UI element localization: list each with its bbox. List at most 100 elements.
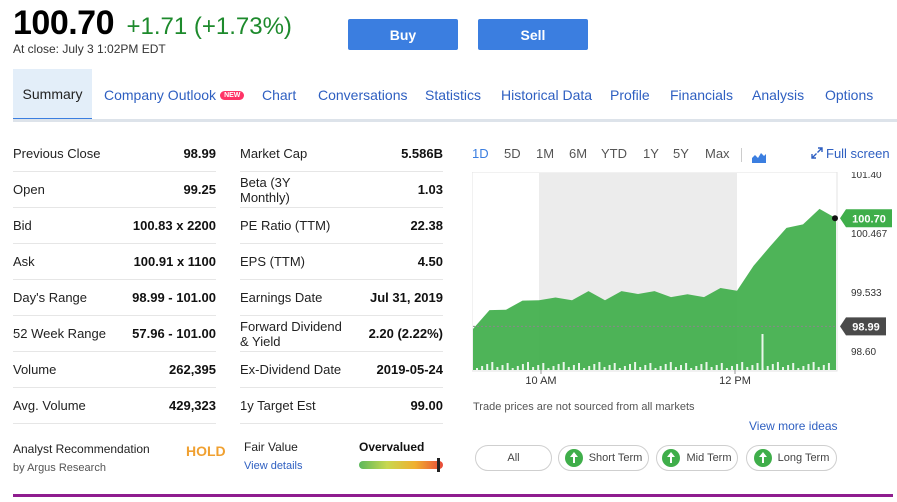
volume-bar bbox=[496, 367, 499, 370]
range-5y[interactable]: 5Y bbox=[673, 146, 689, 161]
stat-row: Market Cap 5.586B bbox=[240, 136, 443, 172]
volume-bar bbox=[608, 365, 611, 370]
sell-button[interactable]: Sell bbox=[478, 19, 588, 50]
price-area-series bbox=[473, 208, 836, 370]
tab-chart[interactable]: Chart bbox=[262, 87, 297, 103]
volume-bar bbox=[567, 367, 570, 370]
tab-conversations[interactable]: Conversations bbox=[318, 87, 408, 103]
x-tick-label: 12 PM bbox=[719, 375, 751, 387]
tab-analysis[interactable]: Analysis bbox=[752, 87, 805, 103]
stat-row: Previous Close 98.99 bbox=[13, 136, 216, 172]
stat-label: EPS (TTM) bbox=[240, 254, 305, 269]
volume-bar bbox=[746, 367, 749, 370]
chart-type-icon[interactable] bbox=[752, 150, 766, 168]
range-1m[interactable]: 1M bbox=[536, 146, 555, 161]
stat-label: Previous Close bbox=[13, 146, 101, 161]
stat-value: 4.50 bbox=[417, 254, 443, 269]
volume-bar bbox=[578, 363, 580, 370]
volume-bar bbox=[542, 363, 545, 370]
view-more-ideas-link[interactable]: View more ideas bbox=[749, 419, 838, 433]
tab-financials[interactable]: Financials bbox=[670, 87, 734, 103]
volume-bar bbox=[674, 367, 677, 370]
current-price: 100.70 bbox=[13, 4, 115, 42]
stat-row: Forward Dividend & Yield 2.20 (2.22%) bbox=[240, 316, 443, 352]
y-tick-label: 98.60 bbox=[851, 347, 876, 358]
stat-row: Open 99.25 bbox=[13, 172, 216, 208]
current-price-label: 100.70 bbox=[852, 213, 886, 225]
range-5d[interactable]: 5D bbox=[504, 146, 521, 161]
volume-bar bbox=[664, 364, 667, 370]
stat-value: 100.91 x 1100 bbox=[133, 254, 216, 269]
volume-bar bbox=[761, 334, 764, 370]
chart-disclaimer: Trade prices are not sourced from all ma… bbox=[473, 401, 695, 413]
range-1y[interactable]: 1Y bbox=[643, 146, 659, 161]
summary-table-left: Previous Close 98.99 Open 99.25 Bid 100.83 … bbox=[13, 136, 216, 424]
filter-long-term-button[interactable]: Long Term bbox=[746, 445, 837, 471]
analyst-recommendation: Analyst Recommendation by Argus Research bbox=[13, 442, 150, 474]
tab-profile[interactable]: Profile bbox=[610, 87, 650, 103]
filter-label: Short Term bbox=[588, 452, 643, 464]
volume-bar bbox=[603, 367, 606, 370]
volume-bar bbox=[710, 367, 713, 370]
volume-bar bbox=[486, 364, 489, 370]
y-tick-label: 101.40 bbox=[851, 172, 882, 181]
volume-bar bbox=[731, 366, 733, 370]
previous-close-flag bbox=[840, 317, 886, 336]
range-ytd[interactable]: YTD bbox=[601, 146, 627, 161]
volume-bar bbox=[690, 368, 693, 370]
volume-bar bbox=[725, 368, 728, 370]
rating-badge: HOLD bbox=[186, 443, 226, 459]
volume-bar bbox=[812, 362, 815, 370]
tab-historical-data[interactable]: Historical Data bbox=[501, 87, 593, 103]
volume-bar bbox=[802, 366, 805, 370]
arrow-up-icon bbox=[753, 449, 772, 467]
range-max[interactable]: Max bbox=[705, 146, 730, 161]
filter-short-term-button[interactable]: Short Term bbox=[558, 445, 649, 471]
y-tick-label: 100.467 bbox=[851, 229, 888, 240]
volume-bar bbox=[516, 366, 519, 370]
quote-header: 100.70 +1.71 (+1.73%) bbox=[13, 4, 292, 43]
volume-bar bbox=[491, 362, 494, 370]
volume-bar bbox=[644, 365, 647, 370]
range-6m[interactable]: 6M bbox=[569, 146, 588, 161]
volume-bar bbox=[771, 364, 774, 370]
stat-value: 2019-05-24 bbox=[376, 362, 444, 377]
stat-label: Market Cap bbox=[240, 146, 308, 161]
volume-bar bbox=[537, 365, 540, 370]
fullscreen-label: Full screen bbox=[826, 146, 890, 161]
volume-bar bbox=[797, 368, 800, 370]
volume-bar bbox=[552, 366, 555, 370]
stat-value: 99.00 bbox=[410, 398, 443, 413]
filter-mid-term-button[interactable]: Mid Term bbox=[656, 445, 738, 471]
stat-row: PE Ratio (TTM) 22.38 bbox=[240, 208, 443, 244]
tab-options[interactable]: Options bbox=[825, 87, 874, 103]
buy-button[interactable]: Buy bbox=[348, 19, 458, 50]
stat-label: Day's Range bbox=[13, 290, 88, 305]
y-tick-label: 99.533 bbox=[851, 288, 882, 299]
stat-label: Avg. Volume bbox=[13, 398, 86, 413]
volume-bar bbox=[598, 362, 601, 370]
tab-summary[interactable]: Summary bbox=[13, 69, 92, 121]
volume-bar bbox=[588, 366, 591, 370]
filter-label: Long Term bbox=[777, 452, 830, 464]
volume-bar bbox=[618, 368, 621, 370]
volume-bar bbox=[557, 364, 560, 370]
range-1d[interactable]: 1D bbox=[472, 146, 489, 161]
stat-row: Beta (3Y Monthly) 1.03 bbox=[240, 172, 443, 208]
stat-row: Ask 100.91 x 1100 bbox=[13, 244, 216, 280]
volume-bar bbox=[583, 368, 586, 370]
tab-statistics[interactable]: Statistics bbox=[425, 87, 482, 103]
stat-row: 1y Target Est 99.00 bbox=[240, 388, 443, 424]
view-details-link[interactable]: View details bbox=[244, 460, 303, 472]
volume-bar bbox=[613, 363, 616, 370]
valuation-gauge bbox=[359, 461, 443, 469]
tab-company-outlook[interactable]: Company Outlook NEW bbox=[104, 69, 245, 121]
volume-bar bbox=[476, 368, 478, 370]
intraday-chart[interactable]: 101.40 100.467 99.533 98.60 10 AM 12 PM 100.70… bbox=[472, 172, 894, 394]
tab-label: Company Outlook bbox=[104, 87, 217, 103]
volume-bar bbox=[634, 362, 637, 370]
volume-bar bbox=[756, 363, 759, 370]
fullscreen-link[interactable]: Full screen bbox=[811, 146, 890, 161]
fair-value-label: Fair Value bbox=[244, 440, 298, 454]
filter-all-button[interactable]: All bbox=[475, 445, 552, 471]
